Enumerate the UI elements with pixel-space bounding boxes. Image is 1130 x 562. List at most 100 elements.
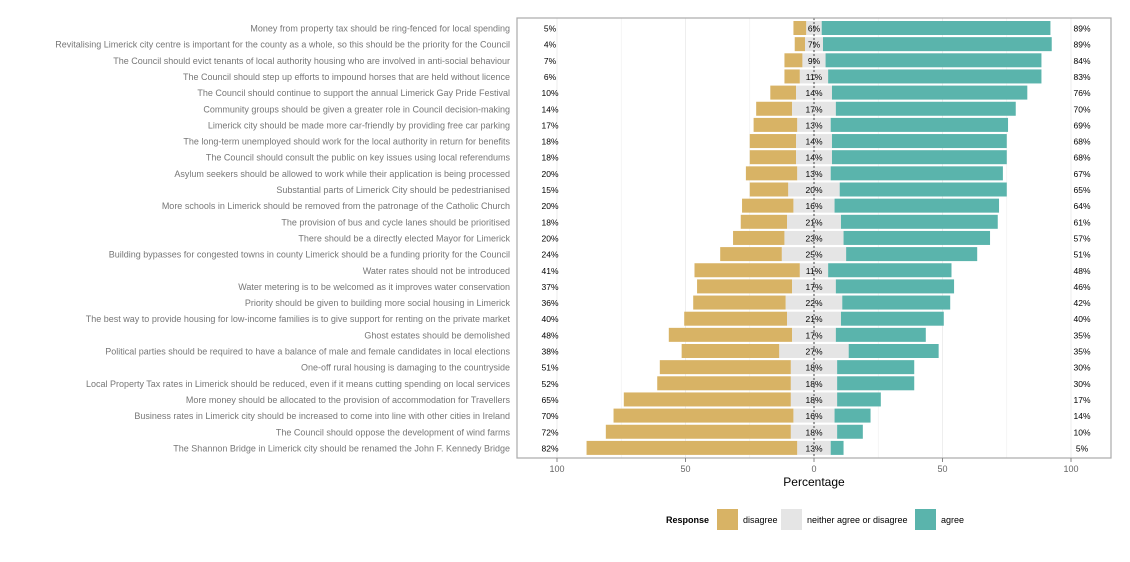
disagree-value-label: 14% bbox=[541, 104, 558, 114]
neutral-value-label: 11% bbox=[806, 72, 823, 82]
bar-neutral bbox=[788, 182, 840, 197]
statement-label: Priority should be given to building mor… bbox=[245, 298, 511, 308]
bar-agree bbox=[828, 69, 1042, 84]
statement-label: Building bypasses for congested towns in… bbox=[109, 250, 510, 260]
bar-disagree bbox=[784, 53, 803, 68]
x-tick-label: 50 bbox=[937, 464, 947, 474]
disagree-value-label: 18% bbox=[541, 153, 558, 163]
x-tick-label: 100 bbox=[549, 464, 564, 474]
disagree-value-label: 36% bbox=[541, 298, 558, 308]
neutral-value-label: 13% bbox=[805, 169, 822, 179]
bar-agree bbox=[848, 344, 939, 358]
agree-value-label: 76% bbox=[1073, 88, 1090, 98]
disagree-value-label: 82% bbox=[541, 443, 558, 453]
neutral-value-label: 14% bbox=[805, 137, 822, 147]
agree-value-label: 30% bbox=[1073, 379, 1090, 389]
bar-disagree bbox=[742, 198, 794, 213]
bar-disagree bbox=[753, 117, 798, 132]
neutral-value-label: 14% bbox=[805, 88, 822, 98]
bar-neutral bbox=[793, 198, 835, 213]
statement-label: Money from property tax should be ring-f… bbox=[250, 24, 510, 34]
statement-label: Asylum seekers should be allowed to work… bbox=[174, 169, 510, 179]
bar-agree bbox=[834, 198, 1000, 213]
agree-value-label: 68% bbox=[1073, 137, 1090, 147]
statement-label: One-off rural housing is damaging to the… bbox=[301, 363, 510, 373]
bar-neutral bbox=[802, 53, 826, 68]
x-tick-label: 100 bbox=[1063, 464, 1078, 474]
bar-agree bbox=[831, 85, 1028, 100]
bar-disagree bbox=[749, 134, 797, 149]
statement-label: Ghost estates should be demolished bbox=[364, 330, 510, 340]
agree-value-label: 89% bbox=[1073, 40, 1090, 50]
bar-agree bbox=[835, 279, 955, 294]
disagree-value-label: 10% bbox=[541, 88, 558, 98]
statement-label: The Council should continue to support t… bbox=[197, 88, 510, 98]
statement-label: The Council should evict tenants of loca… bbox=[113, 56, 510, 66]
neutral-value-label: 7% bbox=[808, 40, 821, 50]
bar-neutral bbox=[805, 37, 823, 52]
bar-agree bbox=[840, 311, 944, 326]
bar-agree bbox=[821, 21, 1051, 35]
disagree-value-label: 5% bbox=[544, 24, 557, 34]
statement-label: Substantial parts of Limerick City shoul… bbox=[276, 185, 510, 195]
x-tick-label: 0 bbox=[811, 464, 816, 474]
bar-neutral bbox=[796, 85, 832, 100]
bar-disagree bbox=[784, 69, 800, 84]
statement-label: More money should be allocated to the pr… bbox=[186, 395, 511, 405]
bar-disagree bbox=[657, 376, 791, 391]
legend-label: agree bbox=[941, 515, 964, 525]
statement-label: Water metering is to be welcomed as it i… bbox=[238, 282, 510, 292]
agree-value-label: 10% bbox=[1073, 427, 1090, 437]
bar-disagree bbox=[733, 230, 785, 245]
bar-neutral bbox=[797, 166, 831, 181]
bar-disagree bbox=[668, 327, 793, 342]
statement-label: The long-term unemployed should work for… bbox=[183, 137, 510, 147]
agree-value-label: 64% bbox=[1073, 201, 1090, 211]
bar-agree bbox=[840, 214, 998, 229]
agree-value-label: 51% bbox=[1073, 250, 1090, 260]
statement-label: Community groups should be given a great… bbox=[203, 104, 510, 114]
legend-label: disagree bbox=[743, 515, 778, 525]
disagree-value-label: 7% bbox=[544, 56, 557, 66]
agree-value-label: 14% bbox=[1073, 411, 1090, 421]
bar-agree bbox=[822, 37, 1052, 52]
statement-label: Revitalising Limerick city centre is imp… bbox=[55, 40, 510, 50]
disagree-value-label: 51% bbox=[541, 363, 558, 373]
agree-value-label: 17% bbox=[1073, 395, 1090, 405]
bar-neutral bbox=[787, 214, 841, 229]
bar-agree bbox=[837, 392, 881, 407]
agree-value-label: 68% bbox=[1073, 153, 1090, 163]
legend-swatch-neutral bbox=[781, 509, 802, 530]
agree-value-label: 30% bbox=[1073, 363, 1090, 373]
agree-value-label: 42% bbox=[1073, 298, 1090, 308]
disagree-value-label: 52% bbox=[541, 379, 558, 389]
neutral-value-label: 9% bbox=[808, 56, 821, 66]
bar-agree bbox=[839, 182, 1007, 197]
agree-value-label: 83% bbox=[1073, 72, 1090, 82]
bar-disagree bbox=[749, 150, 797, 165]
bar-disagree bbox=[740, 214, 788, 229]
bar-disagree bbox=[745, 166, 798, 181]
neutral-value-label: 16% bbox=[805, 411, 822, 421]
agree-value-label: 65% bbox=[1073, 185, 1090, 195]
bar-neutral bbox=[784, 230, 844, 245]
neutral-value-label: 13% bbox=[805, 120, 822, 130]
bar-disagree bbox=[697, 279, 793, 294]
agree-value-label: 35% bbox=[1073, 347, 1090, 357]
statement-label: The provision of bus and cycle lanes sho… bbox=[281, 217, 510, 227]
neutral-value-label: 13% bbox=[805, 443, 822, 453]
bar-disagree bbox=[756, 101, 793, 116]
agree-value-label: 48% bbox=[1073, 266, 1090, 276]
bar-disagree bbox=[749, 182, 789, 197]
bar-neutral bbox=[797, 117, 831, 132]
agree-value-label: 69% bbox=[1073, 120, 1090, 130]
bar-agree bbox=[843, 230, 991, 245]
bar-agree bbox=[842, 295, 951, 310]
bar-agree bbox=[837, 424, 863, 439]
bar-disagree bbox=[794, 37, 806, 52]
disagree-value-label: 37% bbox=[541, 282, 558, 292]
bar-disagree bbox=[770, 85, 797, 100]
bar-agree bbox=[835, 327, 926, 342]
disagree-value-label: 18% bbox=[541, 217, 558, 227]
